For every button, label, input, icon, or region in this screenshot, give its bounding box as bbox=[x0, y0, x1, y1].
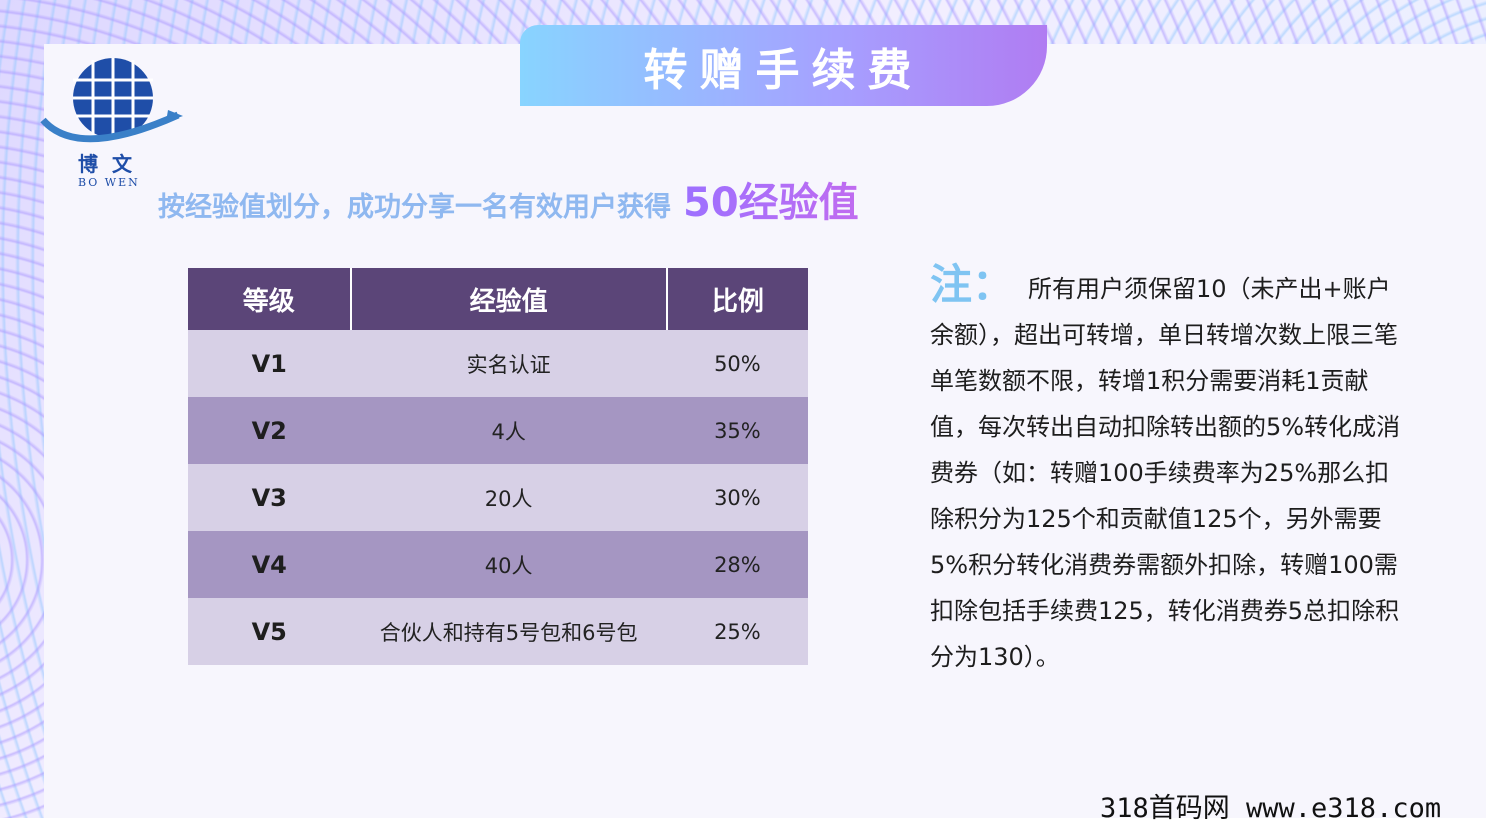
cell-exp: 40人 bbox=[350, 531, 667, 598]
cell-level: V5 bbox=[188, 598, 351, 665]
cell-level: V1 bbox=[188, 330, 351, 397]
subtitle-highlight: 50经验值 bbox=[683, 170, 859, 228]
subtitle: 按经验值划分，成功分享一名有效用户获得 50经验值 bbox=[158, 170, 859, 230]
page-title: 转赠手续费 bbox=[643, 44, 924, 96]
logo-english-name: BO WEN bbox=[78, 176, 140, 189]
cell-ratio: 50% bbox=[666, 330, 808, 397]
cell-ratio: 25% bbox=[666, 598, 808, 665]
cell-level: V4 bbox=[188, 531, 351, 598]
table-row: V3 20人 30% bbox=[188, 464, 808, 531]
watermark: 318首码网 www.e318.com bbox=[1100, 793, 1442, 824]
header-level: 等级 bbox=[188, 268, 352, 330]
note-text: 所有用户须保留10（未产出+账户余额），超出可转增，单日转增次数上限三笔单笔数额… bbox=[930, 275, 1401, 671]
level-table: 等级 经验值 比例 V1 实名认证 50% V2 4人 35% V3 20人 3… bbox=[188, 268, 808, 665]
header-ratio: 比例 bbox=[666, 268, 808, 330]
title-banner: 转赠手续费 bbox=[520, 25, 1047, 106]
table-header-row: 等级 经验值 比例 bbox=[188, 268, 808, 330]
table-row: V1 实名认证 50% bbox=[188, 330, 808, 397]
cell-ratio: 35% bbox=[666, 397, 808, 464]
note-label: 注： bbox=[930, 260, 1015, 309]
table-row: V5 合伙人和持有5号包和6号包 25% bbox=[188, 598, 808, 665]
cell-ratio: 30% bbox=[666, 464, 808, 531]
subtitle-main: 按经验值划分，成功分享一名有效用户获得 bbox=[158, 192, 671, 223]
logo-chinese-name: 博文 bbox=[78, 152, 146, 176]
cell-exp: 4人 bbox=[350, 397, 667, 464]
cell-exp: 实名认证 bbox=[350, 330, 667, 397]
cell-exp: 合伙人和持有5号包和6号包 bbox=[350, 598, 667, 665]
cell-ratio: 28% bbox=[666, 531, 808, 598]
cell-level: V2 bbox=[188, 397, 351, 464]
cell-level: V3 bbox=[188, 464, 351, 531]
table-row: V4 40人 28% bbox=[188, 531, 808, 598]
header-exp: 经验值 bbox=[350, 268, 668, 330]
note-block: 注： 所有用户须保留10（未产出+账户余额），超出可转增，单日转增次数上限三笔单笔… bbox=[930, 262, 1410, 680]
table-row: V2 4人 35% bbox=[188, 397, 808, 464]
cell-exp: 20人 bbox=[350, 464, 667, 531]
globe-logo-icon bbox=[40, 58, 183, 143]
